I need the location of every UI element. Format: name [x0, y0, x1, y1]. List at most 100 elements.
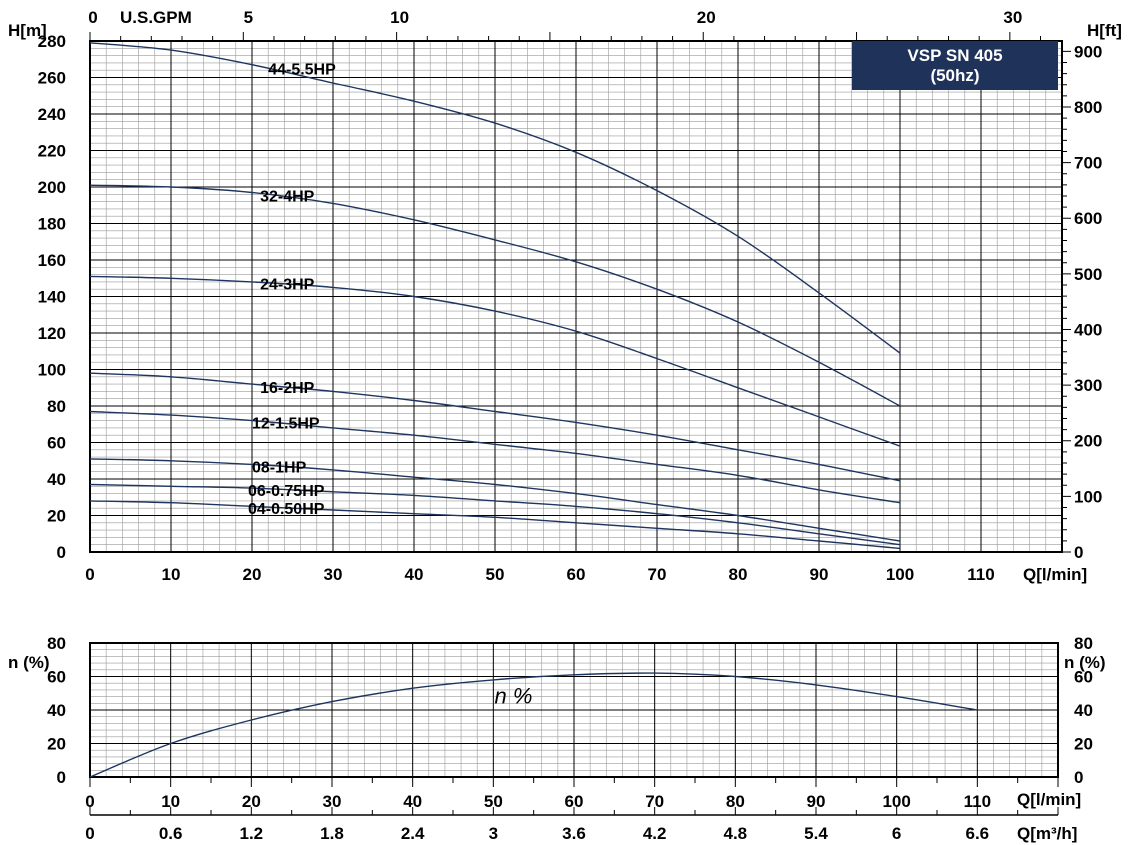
y-tick-label: 40 [47, 470, 66, 489]
y-tick-label: 240 [38, 105, 66, 124]
x-tick-label: 30 [324, 565, 343, 584]
y-tick-label: 60 [47, 434, 66, 453]
head-chart: 0204060801001201401601802002202402602800… [38, 8, 1103, 584]
title-background [852, 41, 1058, 90]
y-tick-label: 80 [47, 397, 66, 416]
x-axis-bottom-unit-label: Q[l/min] [1017, 790, 1081, 809]
x-tick-label: 110 [967, 565, 994, 584]
curve-label: 24-3HP [260, 276, 315, 293]
x2-tick-label: 1.2 [240, 824, 264, 843]
top-axis-tick-label: 30 [1003, 8, 1022, 27]
head-curve [89, 42, 901, 354]
y-tick-label: 60 [47, 668, 66, 687]
top-axis-tick-label: 10 [390, 8, 409, 27]
y-tick-label: 200 [38, 178, 66, 197]
x-tick-label: 0 [85, 792, 94, 811]
head-curve [89, 500, 901, 550]
x2-tick-label: 1.8 [320, 824, 344, 843]
head-curve [89, 184, 901, 407]
y-tick-label: 20 [47, 507, 66, 526]
head-curve [89, 372, 901, 482]
x-tick-label: 80 [729, 565, 748, 584]
curve-label: 08-1HP [252, 459, 307, 476]
y-tick-label: 100 [38, 361, 66, 380]
x-tick-label: 100 [882, 792, 910, 811]
y2-tick-label: 0 [1074, 768, 1083, 787]
y-tick-label: 80 [47, 634, 66, 653]
y-tick-label: 220 [38, 142, 66, 161]
x2-tick-label: 2.4 [401, 824, 425, 843]
y2-tick-label: 900 [1074, 42, 1102, 61]
x-tick-label: 10 [161, 792, 180, 811]
x-tick-label: 100 [886, 565, 914, 584]
y2-tick-label: 80 [1074, 634, 1093, 653]
head-curve [89, 458, 901, 542]
top-axis-tick-label: 20 [697, 8, 716, 27]
model-title-box: VSP SN 405 (50hz) [852, 41, 1058, 90]
x-axis-unit-label: Q[l/min] [1023, 565, 1087, 584]
x-tick-label: 30 [323, 792, 342, 811]
eta-right-unit-label: n (%) [1064, 653, 1106, 672]
x2-tick-label: 6 [892, 824, 901, 843]
y2-tick-label: 200 [1074, 432, 1102, 451]
efficiency-curve [89, 672, 978, 778]
x-tick-label: 110 [964, 792, 991, 811]
curve-label: 32-4HP [260, 189, 315, 206]
x2-tick-label: 4.2 [643, 824, 667, 843]
top-axis-tick-label: 0 [88, 8, 97, 27]
title-line-2: (50hz) [930, 66, 979, 85]
top-axis-unit-label: U.S.GPM [120, 8, 192, 27]
y2-axis-unit-label: H[ft] [1087, 21, 1122, 40]
top-axis-tick-label: 5 [244, 8, 253, 27]
y2-tick-label: 600 [1074, 209, 1102, 228]
y-tick-label: 0 [57, 768, 66, 787]
y2-tick-label: 800 [1074, 98, 1102, 117]
x2-axis-unit-label: Q[m³/h] [1017, 824, 1077, 843]
y2-tick-label: 40 [1074, 701, 1093, 720]
x2-tick-label: 6.6 [966, 824, 990, 843]
y-tick-label: 180 [38, 215, 66, 234]
y-tick-label: 120 [38, 324, 66, 343]
y2-tick-label: 700 [1074, 154, 1102, 173]
y-tick-label: 0 [57, 543, 66, 562]
y-tick-label: 160 [38, 251, 66, 270]
curve-label: 06-0.75HP [248, 483, 325, 500]
y-tick-label: 20 [47, 735, 66, 754]
x2-tick-label: 0 [85, 824, 94, 843]
y2-tick-label: 100 [1074, 487, 1102, 506]
y2-tick-label: 60 [1074, 668, 1093, 687]
x-tick-label: 40 [405, 565, 424, 584]
x-tick-label: 70 [645, 792, 664, 811]
x-tick-label: 50 [484, 792, 503, 811]
head-curve [89, 483, 901, 546]
y2-tick-label: 300 [1074, 376, 1102, 395]
efficiency-curve-label: n % [495, 683, 533, 708]
head-curve [89, 275, 901, 447]
y2-tick-label: 400 [1074, 320, 1102, 339]
eta-left-unit-label: n (%) [8, 653, 50, 672]
x-tick-label: 90 [810, 565, 829, 584]
y2-tick-label: 0 [1074, 543, 1083, 562]
x-tick-label: 80 [726, 792, 745, 811]
title-line-1: VSP SN 405 [907, 46, 1002, 65]
curve-label: 12-1.5HP [252, 416, 320, 433]
x2-tick-label: 3.6 [562, 824, 586, 843]
y-tick-label: 40 [47, 701, 66, 720]
x-tick-label: 70 [648, 565, 667, 584]
head-curve [89, 410, 901, 504]
y-tick-label: 260 [38, 69, 66, 88]
curve-label: 16-2HP [260, 380, 315, 397]
curve-label: 04-0.50HP [248, 501, 325, 518]
x-tick-label: 20 [242, 792, 261, 811]
x-tick-label: 90 [807, 792, 826, 811]
x-tick-label: 10 [162, 565, 181, 584]
x-tick-label: 0 [85, 565, 94, 584]
y2-tick-label: 20 [1074, 735, 1093, 754]
x-tick-label: 50 [486, 565, 505, 584]
x2-tick-label: 3 [489, 824, 498, 843]
x-tick-label: 60 [567, 565, 586, 584]
x-tick-label: 40 [403, 792, 422, 811]
y-tick-label: 280 [38, 32, 66, 51]
x2-tick-label: 4.8 [724, 824, 748, 843]
